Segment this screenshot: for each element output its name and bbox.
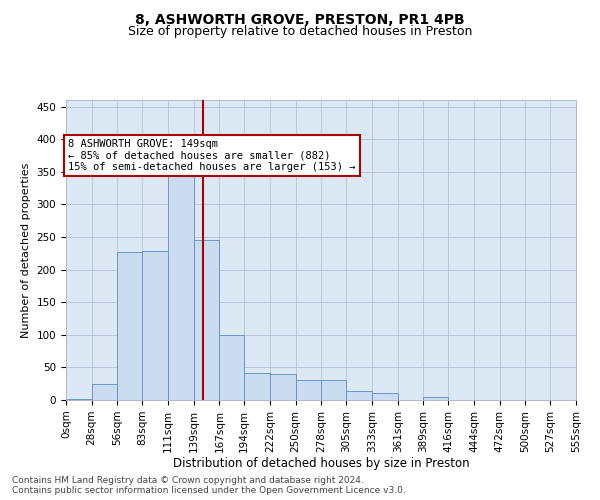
Text: Contains public sector information licensed under the Open Government Licence v3: Contains public sector information licen… xyxy=(12,486,406,495)
Bar xyxy=(194,240,220,400)
Bar xyxy=(92,384,118,400)
Y-axis label: Number of detached properties: Number of detached properties xyxy=(21,162,31,338)
Text: 8, ASHWORTH GROVE, PRESTON, PR1 4PB: 8, ASHWORTH GROVE, PRESTON, PR1 4PB xyxy=(135,12,465,26)
Bar xyxy=(296,380,322,400)
Bar xyxy=(66,398,92,400)
Bar xyxy=(322,380,346,400)
Bar xyxy=(142,252,168,400)
Text: 8 ASHWORTH GROVE: 149sqm
← 85% of detached houses are smaller (882)
15% of semi-: 8 ASHWORTH GROVE: 149sqm ← 85% of detach… xyxy=(68,139,355,172)
Bar xyxy=(168,175,194,400)
Bar xyxy=(424,396,448,400)
X-axis label: Distribution of detached houses by size in Preston: Distribution of detached houses by size … xyxy=(173,458,469,470)
Bar xyxy=(270,374,296,400)
Bar xyxy=(372,394,398,400)
Bar xyxy=(346,391,372,400)
Bar xyxy=(118,252,142,400)
Text: Contains HM Land Registry data © Crown copyright and database right 2024.: Contains HM Land Registry data © Crown c… xyxy=(12,476,364,485)
Text: Size of property relative to detached houses in Preston: Size of property relative to detached ho… xyxy=(128,25,472,38)
Bar xyxy=(244,374,270,400)
Bar xyxy=(220,335,244,400)
